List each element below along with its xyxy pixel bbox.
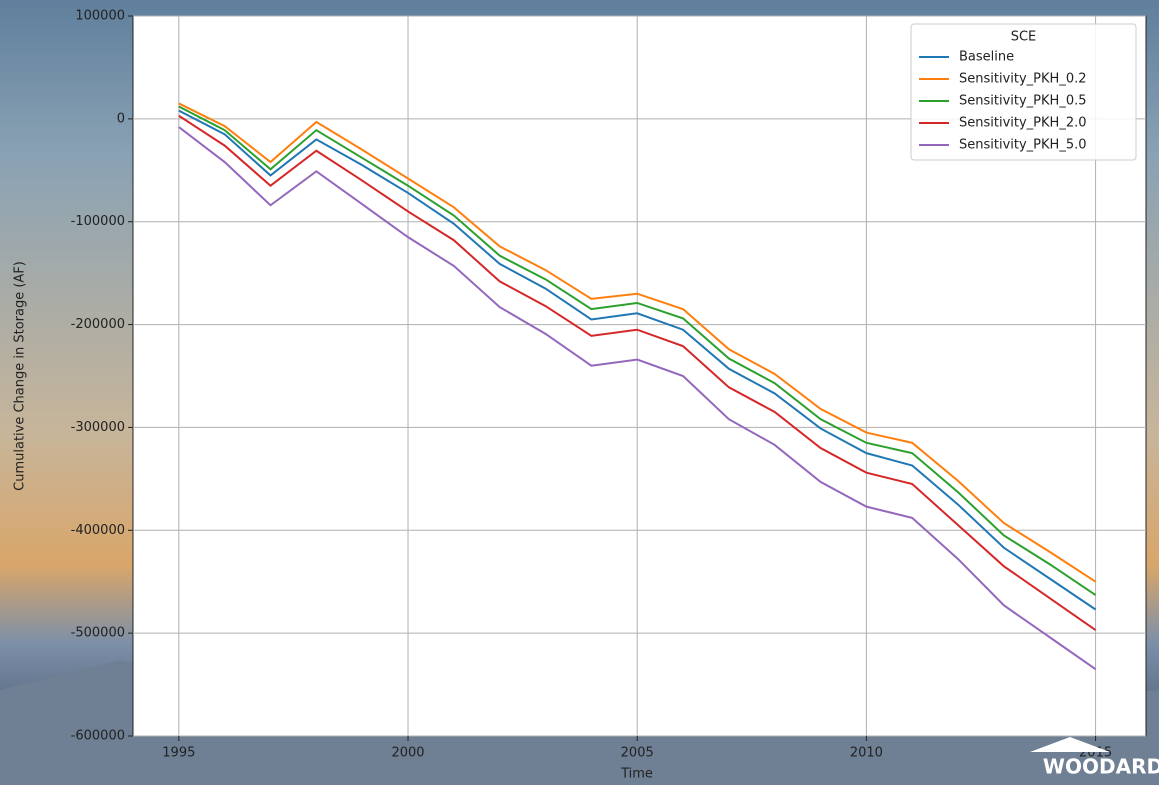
y-tick-label: 0 — [117, 111, 125, 126]
y-tick-label: -100000 — [71, 214, 125, 229]
plot-layer: -600000 -500000 -400000 -300000 -200000 -1000… — [71, 9, 1146, 761]
legend-label: Sensitivity_PKH_0.5 — [959, 94, 1087, 109]
legend-label: Sensitivity_PKH_0.2 — [959, 72, 1087, 87]
logo-text: WOODARD — [1043, 755, 1159, 779]
legend-title: SCE — [1011, 30, 1037, 45]
legend: SCE Baseline Sensitivity_PKH_0.2 Sensitivit… — [910, 23, 1137, 161]
x-tick-label: 2010 — [850, 746, 883, 761]
x-tick-label: 2000 — [391, 746, 424, 761]
legend-label: Sensitivity_PKH_2.0 — [959, 116, 1087, 131]
y-tick-label: -500000 — [71, 626, 125, 641]
legend-box — [910, 23, 1137, 161]
x-tick-label: 2005 — [621, 746, 654, 761]
legend-label: Baseline — [959, 50, 1014, 65]
y-tick-label: -200000 — [71, 317, 125, 332]
y-tick-label: -300000 — [71, 420, 125, 435]
series-line — [178, 109, 1097, 611]
y-tick-label: 100000 — [75, 9, 125, 24]
series-line — [178, 126, 1097, 670]
x-tick-label: 1995 — [162, 746, 195, 761]
y-tick-label: -400000 — [71, 523, 125, 538]
x-axis-label: Time — [620, 767, 653, 782]
series-line — [178, 105, 1097, 596]
series-line — [178, 102, 1097, 583]
logo-mark — [1030, 737, 1110, 752]
y-tick-label: -600000 — [71, 729, 125, 744]
series-line — [178, 114, 1097, 631]
legend-label: Sensitivity_PKH_5.0 — [959, 138, 1087, 153]
y-axis-label: Cumulative Change in Storage (AF) — [13, 261, 28, 491]
